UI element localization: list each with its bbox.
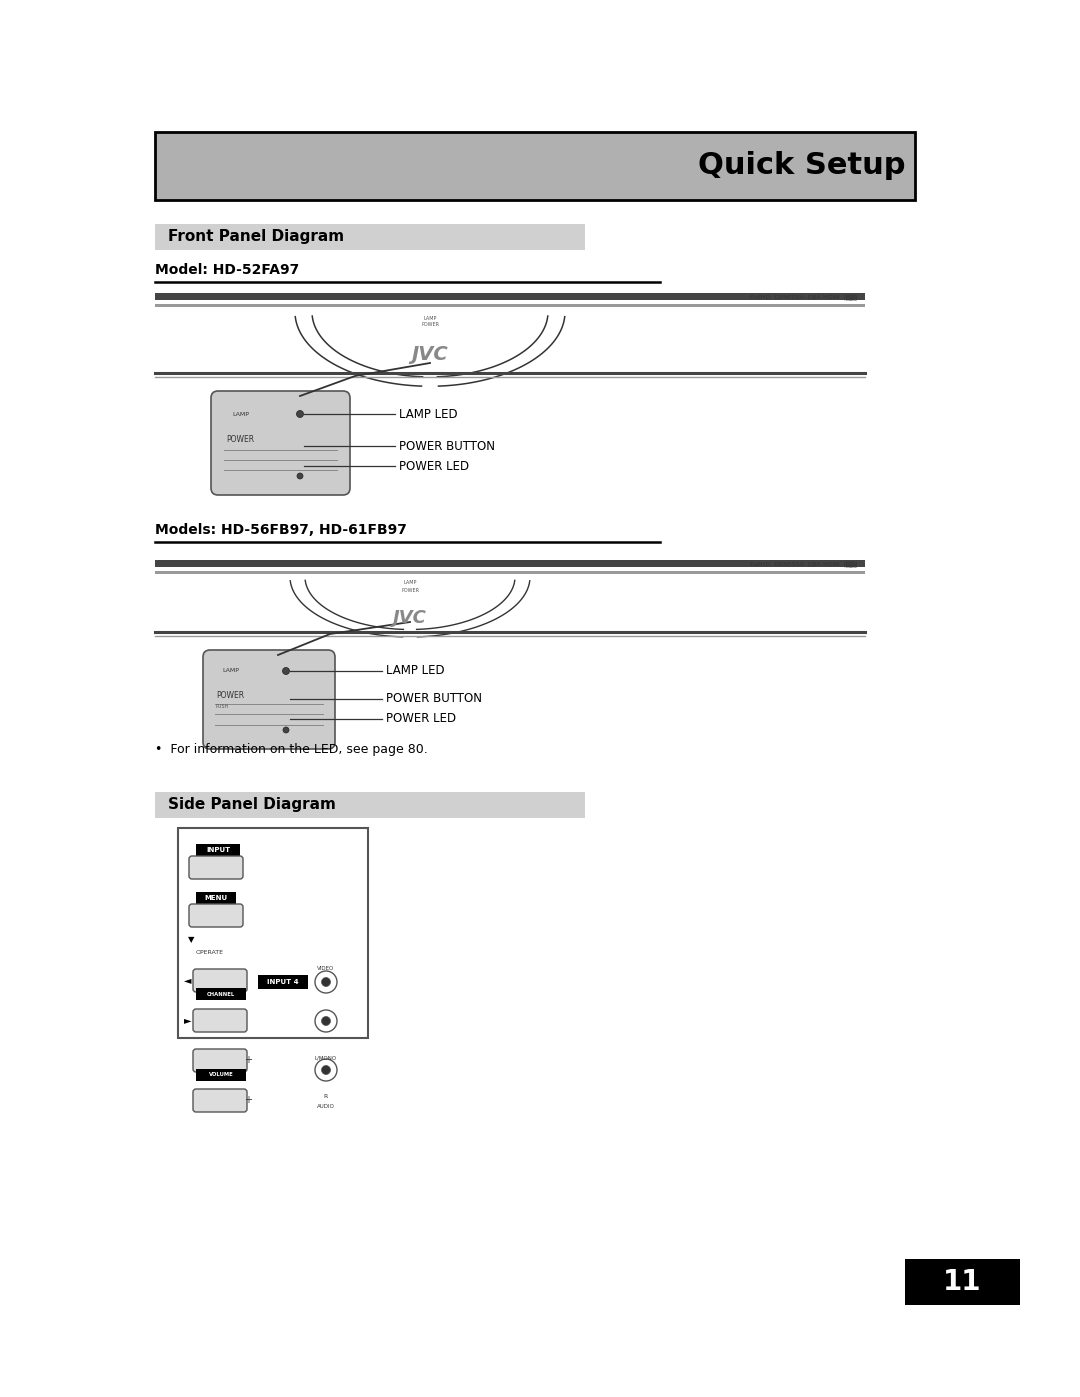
Text: PUSH: PUSH: [216, 704, 229, 710]
Bar: [156, 224, 585, 250]
Text: LAMP LED: LAMP LED: [386, 665, 445, 678]
Text: L/MONO: L/MONO: [315, 1056, 337, 1060]
Text: MENU: MENU: [204, 895, 228, 901]
Text: R: R: [324, 1094, 328, 1099]
Text: AUDIO: AUDIO: [318, 1104, 335, 1108]
Bar: [258, 975, 308, 989]
Bar: [195, 893, 237, 905]
Text: LAMP: LAMP: [423, 316, 436, 320]
Text: POWER: POWER: [401, 588, 419, 592]
Circle shape: [297, 474, 303, 479]
Bar: [905, 1259, 1020, 1305]
Text: POWER: POWER: [216, 690, 244, 700]
Text: LAMP: LAMP: [222, 669, 239, 673]
Bar: [195, 844, 240, 856]
Circle shape: [297, 411, 303, 418]
Text: Quick Setup: Quick Setup: [698, 151, 905, 180]
Text: +: +: [244, 1055, 252, 1065]
Text: LAMP LED: LAMP LED: [399, 408, 458, 420]
Circle shape: [283, 668, 289, 675]
Text: ◄: ◄: [184, 975, 191, 985]
Text: Model: HD-52FA97: Model: HD-52FA97: [156, 263, 299, 277]
Circle shape: [322, 1066, 330, 1074]
FancyBboxPatch shape: [193, 1049, 247, 1071]
FancyBboxPatch shape: [203, 650, 335, 749]
Text: ▼: ▼: [188, 936, 194, 944]
Bar: [156, 293, 865, 300]
Text: POWER: POWER: [226, 436, 254, 444]
Bar: [195, 988, 246, 1000]
Text: JVC: JVC: [393, 609, 427, 627]
Text: JVC: JVC: [411, 345, 448, 365]
Bar: [156, 305, 865, 307]
Text: VIDEO: VIDEO: [318, 965, 335, 971]
Text: LAMP: LAMP: [403, 581, 417, 585]
Circle shape: [322, 1017, 330, 1025]
FancyBboxPatch shape: [193, 970, 247, 992]
FancyBboxPatch shape: [193, 1090, 247, 1112]
Text: POWER BUTTON: POWER BUTTON: [399, 440, 495, 453]
Circle shape: [315, 1010, 337, 1032]
Bar: [156, 792, 585, 819]
Text: LAMP: LAMP: [232, 412, 248, 416]
Text: POWER LED: POWER LED: [386, 712, 456, 725]
Text: Models: HD-56FB97, HD-61FB97: Models: HD-56FB97, HD-61FB97: [156, 522, 407, 536]
Circle shape: [315, 971, 337, 993]
Circle shape: [283, 726, 289, 733]
Bar: [178, 828, 368, 1038]
Text: POWER LED: POWER LED: [399, 460, 469, 472]
Text: INPUT 4: INPUT 4: [267, 979, 299, 985]
Text: Side Panel Diagram: Side Panel Diagram: [168, 798, 336, 813]
Text: 11: 11: [943, 1268, 982, 1296]
Text: FullHD  GENESSA  DβA HDMI  |▒▒|: FullHD GENESSA DβA HDMI |▒▒|: [751, 562, 858, 569]
Circle shape: [322, 978, 330, 986]
FancyBboxPatch shape: [189, 904, 243, 928]
Text: POWER BUTTON: POWER BUTTON: [386, 693, 482, 705]
Text: FullHD  GENESSA  DβA HDMI  |▒▒|: FullHD GENESSA DβA HDMI |▒▒|: [751, 295, 858, 302]
Text: INPUT: INPUT: [206, 847, 230, 854]
Circle shape: [315, 1059, 337, 1081]
FancyBboxPatch shape: [193, 1009, 247, 1032]
FancyBboxPatch shape: [211, 391, 350, 495]
FancyBboxPatch shape: [189, 856, 243, 879]
Text: VOLUME: VOLUME: [208, 1073, 233, 1077]
Text: OPERATE: OPERATE: [195, 950, 224, 954]
Bar: [156, 560, 865, 567]
Bar: [195, 1069, 246, 1081]
Text: Front Panel Diagram: Front Panel Diagram: [168, 229, 345, 244]
Text: ►: ►: [184, 1016, 191, 1025]
Text: •  For information on the LED, see page 80.: • For information on the LED, see page 8…: [156, 743, 428, 757]
Text: +: +: [244, 1095, 252, 1105]
Text: POWER: POWER: [421, 323, 438, 327]
Bar: [156, 131, 915, 200]
Bar: [156, 571, 865, 574]
Text: CHANNEL: CHANNEL: [207, 992, 235, 996]
